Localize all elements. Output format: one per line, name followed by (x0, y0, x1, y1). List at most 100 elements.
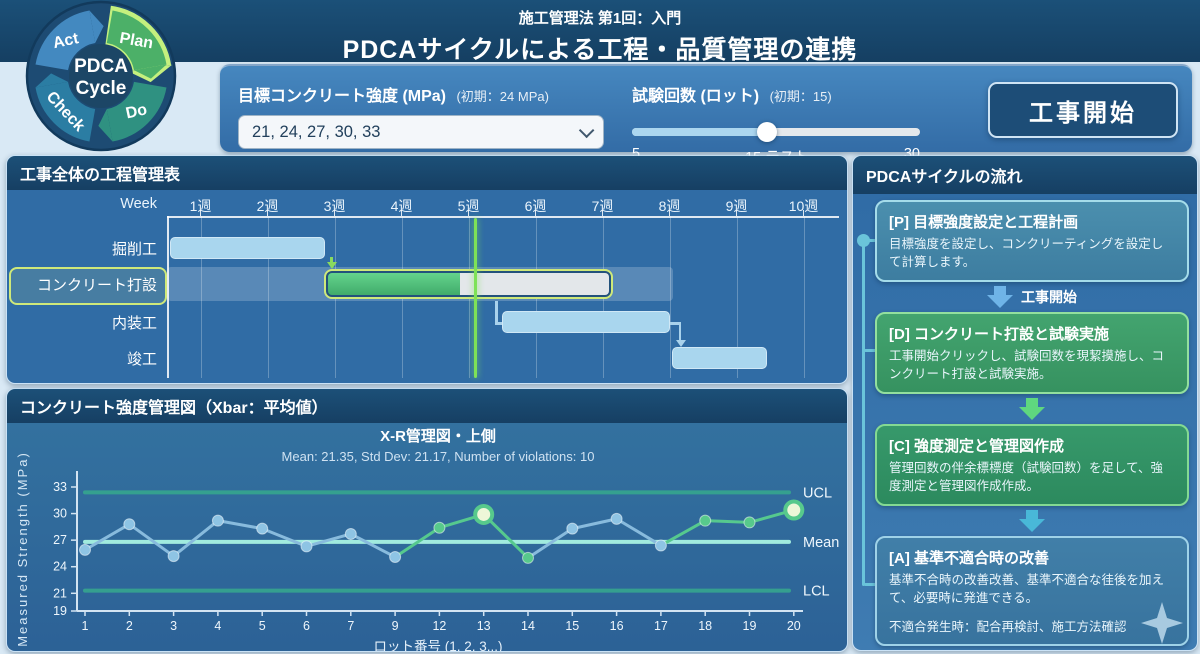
chart-data-point[interactable] (123, 518, 136, 531)
pdca-flow-title: PDCAサイクルの流れ (853, 156, 1197, 194)
chart-data-point[interactable] (433, 521, 446, 534)
gantt-week-label: 8週 (658, 198, 681, 214)
gantt-axis-tick (735, 210, 738, 216)
pdca-step-body-C: 管理回数の伴余標標度（試験回数）を足して、強度測定と管理図作成作成。 (889, 461, 1164, 493)
flow-arrow-row (875, 506, 1189, 536)
strength-select-value: 21, 24, 27, 30, 33 (252, 122, 381, 141)
chart-data-point[interactable] (256, 522, 269, 535)
gantt-week-label: 9週 (725, 198, 748, 214)
chart-data-point[interactable] (211, 514, 224, 527)
xbar-control-chart: X-R管理図・上側 Mean: 21.35, Std Dev: 21.17, Nu… (15, 427, 839, 651)
chart-data-point[interactable] (783, 499, 805, 521)
gantt-connector-arrow-icon (675, 340, 686, 347)
pdca-step-body-D: 工事開始クリックし、試験回数を現絜摸施し、コンクリート打設と試験実施。 (889, 349, 1165, 381)
gantt-gridline (803, 216, 805, 378)
chart-data-point[interactable] (522, 551, 534, 564)
gantt-row-label-2: 内装工 (111, 315, 157, 332)
chart-x-tick-label: 1 (82, 619, 89, 633)
chart-y-tick-label: 27 (53, 533, 67, 547)
test-count-slider[interactable] (632, 122, 920, 142)
pdca-step-card-A: [A] 基準不適合時の改善 基準不合時の改善改善、基準不適合な徍後を加えて、必要時… (875, 536, 1189, 646)
chart-data-point[interactable] (79, 543, 91, 556)
chart-data-point[interactable] (743, 516, 756, 529)
gantt-axis-tick (668, 210, 671, 216)
chart-data-point[interactable] (654, 539, 667, 552)
gantt-gridline (736, 216, 738, 378)
pdca-center-text: PDCA (74, 56, 128, 77)
flow-connector-dot (857, 234, 870, 247)
chart-data-point[interactable] (566, 522, 579, 535)
chart-data-point[interactable] (699, 514, 712, 527)
chart-y-tick-label: 30 (53, 507, 67, 521)
pdca-step-title-P: [P] 目標強度設定と工程計画 (889, 214, 1079, 231)
strength-default-hint: (初期：24 MPa) (456, 89, 549, 104)
test-count-control: 試験回数 (ロット) (初期：15) 5 15 テスト 30 (632, 82, 920, 166)
chevron-down-icon (578, 122, 595, 138)
gantt-week-label: 2週 (256, 198, 279, 214)
chart-y-tick-label: 19 (53, 604, 67, 618)
gantt-week-label: 10週 (788, 198, 819, 214)
chart-title: X-R管理図・上側 (380, 427, 496, 445)
gantt-axis-left (167, 216, 169, 378)
flow-arrow-row (875, 394, 1189, 424)
pdca-step-body-A: 基準不合時の改善改善、基準不適合な徍後を加えて、必要時に発進できる。 (889, 573, 1165, 605)
gantt-connector (669, 322, 681, 325)
gantt-bar-remaining (460, 273, 609, 295)
flow-connector-stub (864, 239, 876, 242)
gantt-bar-内装工[interactable] (502, 311, 670, 333)
chart-data-point[interactable] (389, 550, 402, 563)
gantt-bar-掘削工[interactable] (170, 237, 326, 259)
gantt-current-time-line (473, 218, 477, 378)
slider-thumb[interactable] (757, 122, 778, 142)
gantt-axis-tick (802, 210, 805, 216)
strength-control: 目標コンクリート強度 (MPa) (初期：24 MPa) 21, 24, 27,… (238, 82, 604, 149)
chart-x-tick-label: 19 (743, 619, 757, 633)
gantt-bar-竣工[interactable] (671, 347, 767, 369)
chart-data-point[interactable] (610, 512, 623, 525)
strength-label: 目標コンクリート強度 (MPa) (初期：24 MPa) (238, 82, 604, 106)
flow-connector-stub (864, 583, 878, 586)
flow-connector-stub (864, 349, 878, 352)
gantt-panel-title: 工事全体の工程管理表 (7, 156, 847, 190)
start-construction-button[interactable]: 工事開始 (988, 82, 1178, 138)
chart-x-tick-label: 3 (170, 619, 177, 633)
chart-x-tick-label: 12 (432, 619, 446, 633)
chart-data-point[interactable] (167, 550, 180, 563)
control-chart-panel-title: コンクリート強度管理図（Xbar：平均値） (7, 389, 847, 423)
pdca-segment-label-do: Do (124, 101, 149, 122)
test-count-default-hint: (初期：15) (769, 89, 832, 104)
gantt-gridline (200, 216, 202, 378)
course-title: 施工管理法 第1回：入門 (518, 10, 682, 27)
pdca-flow-body: [P] 目標強度設定と工程計画目標強度を設定し、コンクリーティングを設定して計算… (853, 194, 1197, 650)
gantt-week-label: 7週 (591, 198, 614, 214)
slider-min-label: 5 (632, 146, 641, 162)
chart-x-tick-label: 6 (303, 619, 310, 633)
gantt-week-axis-label: Week (120, 196, 157, 212)
pdca-segment-label-act: Act (51, 30, 80, 52)
chart-y-tick-label: 21 (53, 586, 67, 600)
gantt-connector (495, 322, 502, 325)
gantt-gridline (267, 216, 269, 378)
chart-data-point[interactable] (344, 527, 357, 540)
chart-x-tick-label: 7 (347, 619, 354, 633)
chart-x-tick-label: 16 (610, 619, 624, 633)
pdca-step-card-D: [D] コンクリート打設と試験実施 工事開始クリックし、試験回数を現絜摸施し、コン… (875, 312, 1189, 394)
strength-select[interactable]: 21, 24, 27, 30, 33 (238, 115, 604, 149)
chart-x-tick-label: 20 (787, 619, 801, 633)
chart-data-point[interactable] (300, 540, 313, 553)
chart-ucl-label: UCL (803, 485, 832, 501)
gantt-axis-tick (199, 210, 202, 216)
pdca-step-body-P: 目標強度を設定し、コンクリーティングを設定して計算します。 (889, 237, 1164, 269)
gantt-bar-コンクリート打設[interactable] (324, 269, 613, 299)
down-arrow-icon (1019, 398, 1045, 420)
control-chart-body: X-R管理図・上側 Mean: 21.35, Std Dev: 21.17, Nu… (7, 423, 847, 651)
chart-data-point[interactable] (473, 503, 495, 525)
pdca-step-card-C: [C] 強度測定と管理図作成管理回数の伴余標標度（試験回数）を足して、強度測定と… (875, 424, 1189, 506)
flow-connector-line (862, 240, 865, 586)
gantt-axis-tick (266, 210, 269, 216)
pdca-step-title-C: [C] 強度測定と管理図作成 (889, 438, 1064, 455)
pdca-flow-panel: PDCAサイクルの流れ [P] 目標強度設定と工程計画目標強度を設定し、コンクリ… (852, 155, 1198, 651)
gantt-row-label-1[interactable]: コンクリート打設 (36, 277, 157, 294)
chart-lcl-label: LCL (803, 584, 830, 600)
